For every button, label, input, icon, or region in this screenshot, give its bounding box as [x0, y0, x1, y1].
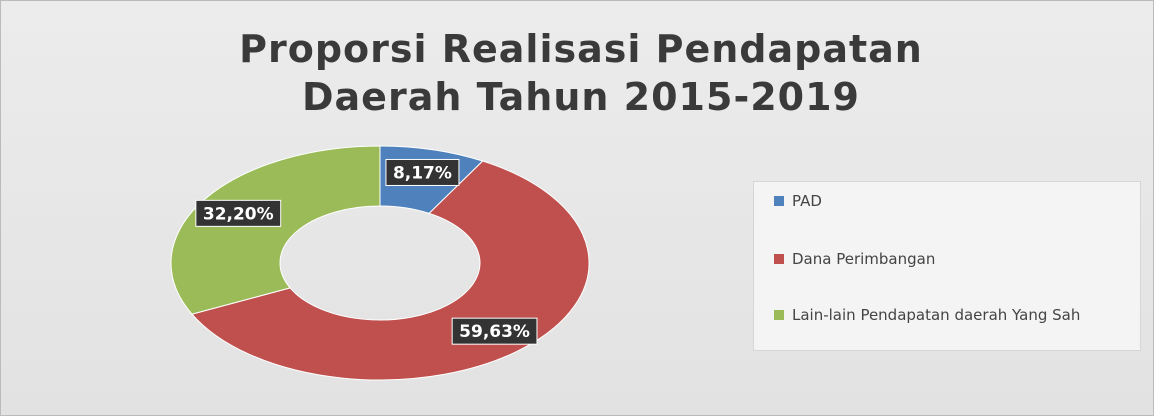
data-label-box — [195, 199, 282, 227]
legend-swatch — [774, 254, 784, 264]
data-label-box — [451, 317, 538, 345]
donut-slice — [170, 145, 381, 315]
data-label: 59,63% — [459, 322, 530, 342]
legend-swatch — [774, 196, 784, 206]
legend-item: Lain-lain Pendapatan daerah Yang Sah — [774, 304, 1132, 326]
legend-label: Dana Perimbangan — [792, 250, 936, 268]
legend-item: Dana Perimbangan — [774, 248, 1132, 270]
chart-title: Proporsi Realisasi Pendapatan Daerah Tah… — [239, 27, 923, 119]
legend-swatch — [774, 310, 784, 320]
legend-label: PAD — [792, 192, 822, 210]
data-label: 32,20% — [203, 204, 274, 224]
legend-label: Lain-lain Pendapatan daerah Yang Sah — [792, 306, 1081, 324]
data-label: 8,17% — [393, 163, 452, 183]
legend-item: PAD — [774, 190, 1132, 212]
legend: PAD Dana Perimbangan Lain-lain Pendapatan … — [753, 181, 1141, 351]
data-label-box — [385, 158, 460, 186]
